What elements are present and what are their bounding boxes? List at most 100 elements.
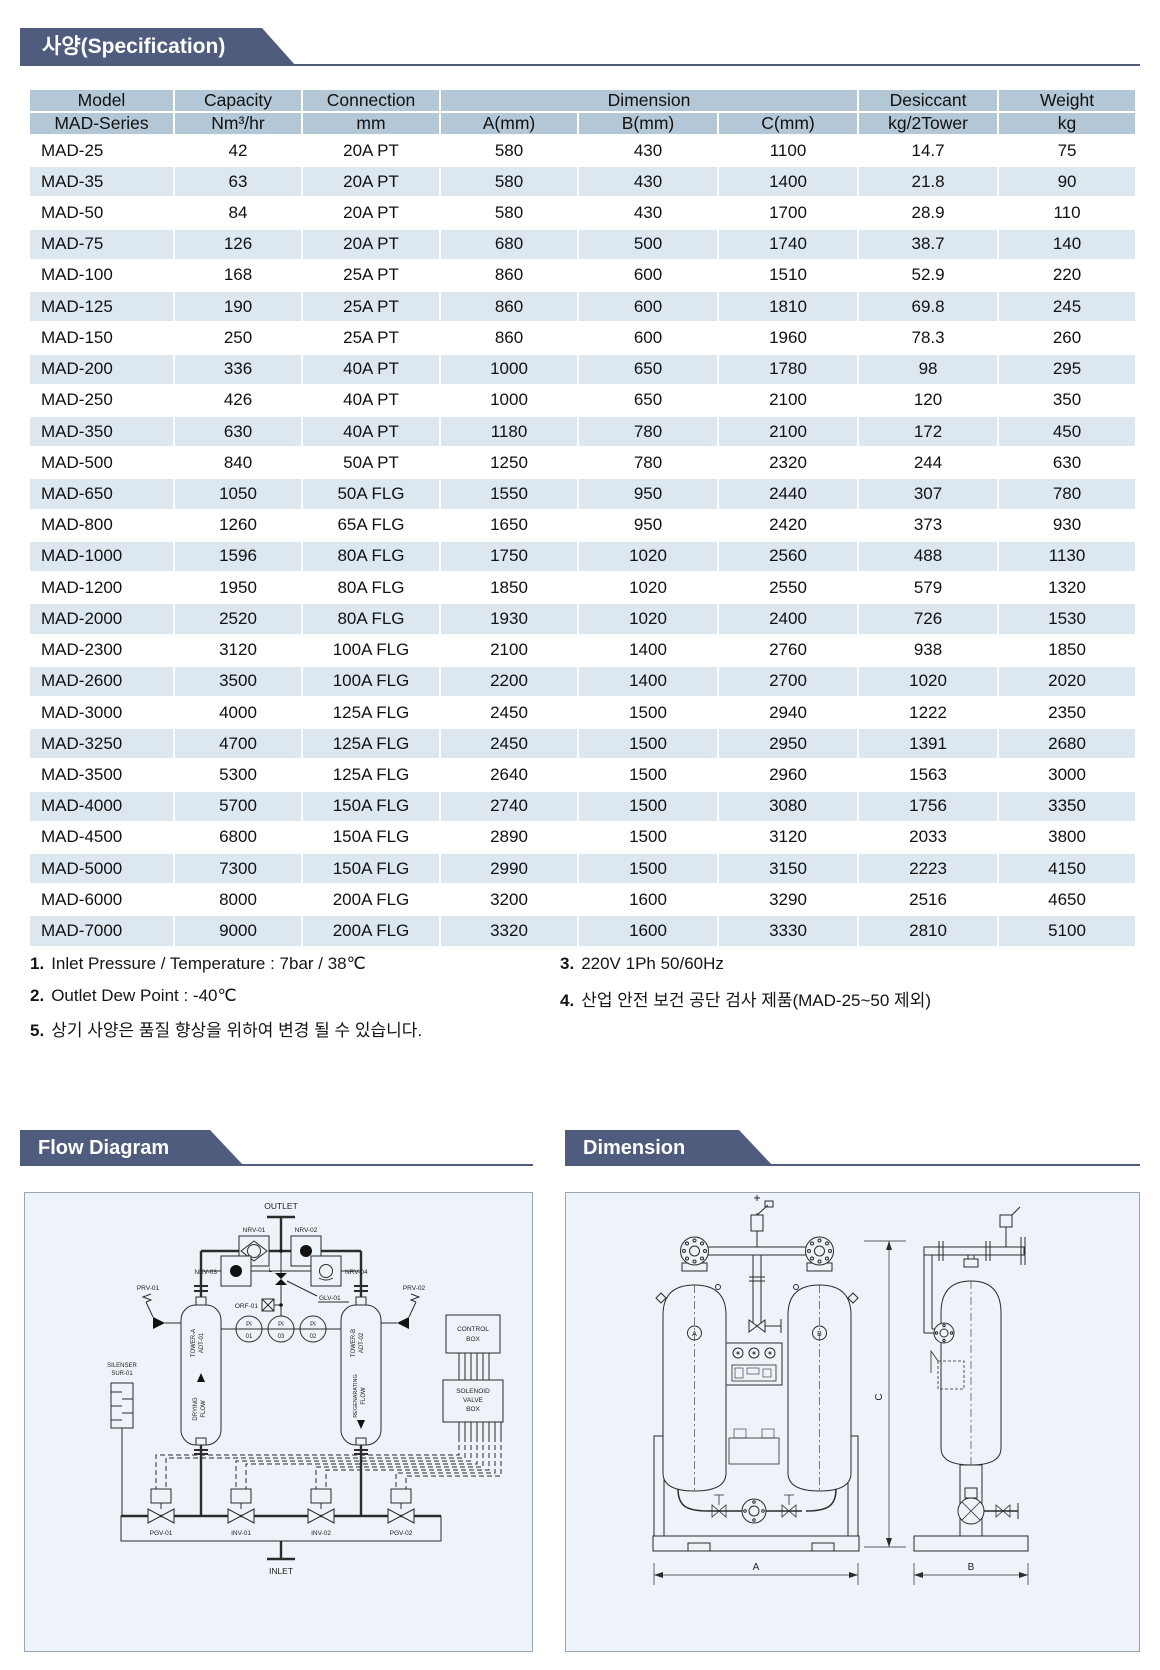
spec-table-body: MAD-25 42 20A PT 580 430 1100 14.7 75 MAD-35 63 20… (28, 133, 1138, 948)
side-bottom-valve (957, 1487, 1019, 1525)
table-cell: MAD-7000 (28, 914, 175, 948)
note-2: 2. Outlet Dew Point : -40℃ (30, 986, 237, 1006)
note-4: 4. 산업 안전 보건 공단 검사 제품(MAD-25~50 제외) (560, 986, 931, 1011)
table-row: MAD-2300 3120 100A FLG 2100 1400 2760 938 1850 (28, 633, 1138, 667)
note-2-text: Outlet Dew Point : -40℃ (51, 986, 237, 1005)
table-cell: 2100 (439, 633, 579, 667)
table-cell: 110 (997, 196, 1138, 230)
table-cell: 2950 (716, 727, 860, 761)
silencer-tag: SUR-01 (111, 1371, 133, 1377)
vessel-b-label: B (817, 1331, 822, 1338)
pi03-num: 03 (278, 1334, 285, 1340)
table-cell: 120 (857, 383, 1000, 417)
table-cell: 2740 (439, 789, 579, 823)
outlet-label: OUTLET (264, 1201, 298, 1211)
table-cell: 75 (997, 133, 1138, 168)
table-cell: 200A FLG (301, 883, 441, 917)
table-row: MAD-2600 3500 100A FLG 2200 1400 2700 1020 2020 (28, 664, 1138, 698)
table-cell: 680 (439, 227, 579, 261)
pi02-num: 02 (310, 1334, 317, 1340)
table-cell: 84 (173, 196, 303, 230)
note-4-text: 산업 안전 보건 공단 검사 제품(MAD-25~50 제외) (581, 991, 931, 1010)
table-cell: MAD-75 (28, 227, 175, 261)
table-row: MAD-7000 9000 200A FLG 3320 1600 3330 2810 5100 (28, 914, 1138, 948)
table-cell: 1510 (716, 258, 860, 293)
table-cell: 20A PT (301, 227, 441, 261)
tower-b-name: TOWER-B (351, 1329, 357, 1357)
table-cell: 4650 (997, 883, 1138, 917)
table-cell: 38.7 (857, 227, 1000, 261)
col-capacity: Capacity (173, 88, 303, 113)
table-cell: 3330 (716, 914, 860, 948)
table-row: MAD-1200 1950 80A FLG 1850 1020 2550 579 1320 (28, 571, 1138, 605)
table-cell: 1950 (173, 571, 303, 605)
table-cell: 1400 (716, 165, 860, 199)
table-row: MAD-4500 6800 150A FLG 2890 1500 3120 2033 3800 (28, 820, 1138, 855)
table-cell: 25A PT (301, 321, 441, 355)
table-row: MAD-125 190 25A PT 860 600 1810 69.8 245 (28, 290, 1138, 324)
inlet-label: INLET (269, 1566, 293, 1576)
table-cell: 630 (997, 446, 1138, 480)
note-3-num: 3. (560, 954, 575, 973)
table-cell: 1780 (716, 352, 860, 386)
table-cell: 450 (997, 414, 1138, 449)
inv01-label: INV-01 (231, 1530, 251, 1537)
table-cell: 580 (439, 196, 579, 230)
table-cell: 3120 (173, 633, 303, 667)
table-cell: 2680 (997, 727, 1138, 761)
table-cell: 1020 (577, 539, 719, 574)
table-cell: 1500 (577, 758, 719, 792)
table-cell: 2400 (716, 602, 860, 636)
table-cell: 3200 (439, 883, 579, 917)
table-row: MAD-1000 1596 80A FLG 1750 1020 2560 488 1130 (28, 539, 1138, 574)
table-cell: 3500 (173, 664, 303, 698)
table-cell: 1400 (577, 664, 719, 698)
table-cell: 2320 (716, 446, 860, 480)
table-cell: 4150 (997, 852, 1138, 886)
table-cell: 2890 (439, 820, 579, 855)
table-cell: 295 (997, 352, 1138, 386)
col-model-series: MAD-Series (28, 111, 175, 136)
spec-table: Model Capacity Connection Dimension Desi… (28, 88, 1138, 948)
pgv02-label: PGV-02 (390, 1530, 413, 1537)
table-cell: 2516 (857, 883, 1000, 917)
table-cell: 860 (439, 290, 579, 324)
pgv01-label: PGV-01 (150, 1530, 173, 1537)
table-cell: MAD-1000 (28, 539, 175, 574)
table-cell: MAD-50 (28, 196, 175, 230)
table-cell: 1020 (577, 571, 719, 605)
table-cell: 28.9 (857, 196, 1000, 230)
table-cell: 2760 (716, 633, 860, 667)
dimension-section-banner: Dimension (565, 1130, 773, 1166)
control-box-label2: BOX (466, 1336, 480, 1343)
spec-section-banner: 사양(Specification) (20, 28, 296, 66)
table-cell: 1000 (439, 352, 579, 386)
table-cell: 650 (577, 352, 719, 386)
table-cell: 80A FLG (301, 571, 441, 605)
nrv02-label: NRV-02 (295, 1227, 318, 1234)
pi01-top: PI (246, 1322, 252, 1328)
orifice-orf01: ORF-01 (235, 1298, 281, 1312)
col-dimension: Dimension (438, 88, 860, 113)
table-cell: 1500 (577, 695, 719, 730)
table-cell: 4700 (173, 727, 303, 761)
table-cell: 1000 (439, 383, 579, 417)
valve-pgv01: PGV-01 (147, 1488, 175, 1537)
vessel-a-label: A (692, 1331, 697, 1338)
dim-c: C (864, 1240, 906, 1548)
table-cell: 63 (173, 165, 303, 199)
table-cell: 938 (857, 633, 1000, 667)
table-cell: 600 (577, 321, 719, 355)
flow-section-banner: Flow Diagram (20, 1130, 244, 1166)
col-desiccant-unit: kg/2Tower (857, 111, 1000, 136)
table-cell: 126 (173, 227, 303, 261)
table-cell: 40A PT (301, 414, 441, 449)
table-cell: 426 (173, 383, 303, 417)
table-cell: 250 (173, 321, 303, 355)
table-cell: 1810 (716, 290, 860, 324)
table-row: MAD-3500 5300 125A FLG 2640 1500 2960 1563 3000 (28, 758, 1138, 792)
table-cell: 1020 (857, 664, 1000, 698)
table-row: MAD-500 840 50A PT 1250 780 2320 244 630 (28, 446, 1138, 480)
table-cell: 1020 (577, 602, 719, 636)
dimension-banner-underline (565, 1164, 1140, 1166)
